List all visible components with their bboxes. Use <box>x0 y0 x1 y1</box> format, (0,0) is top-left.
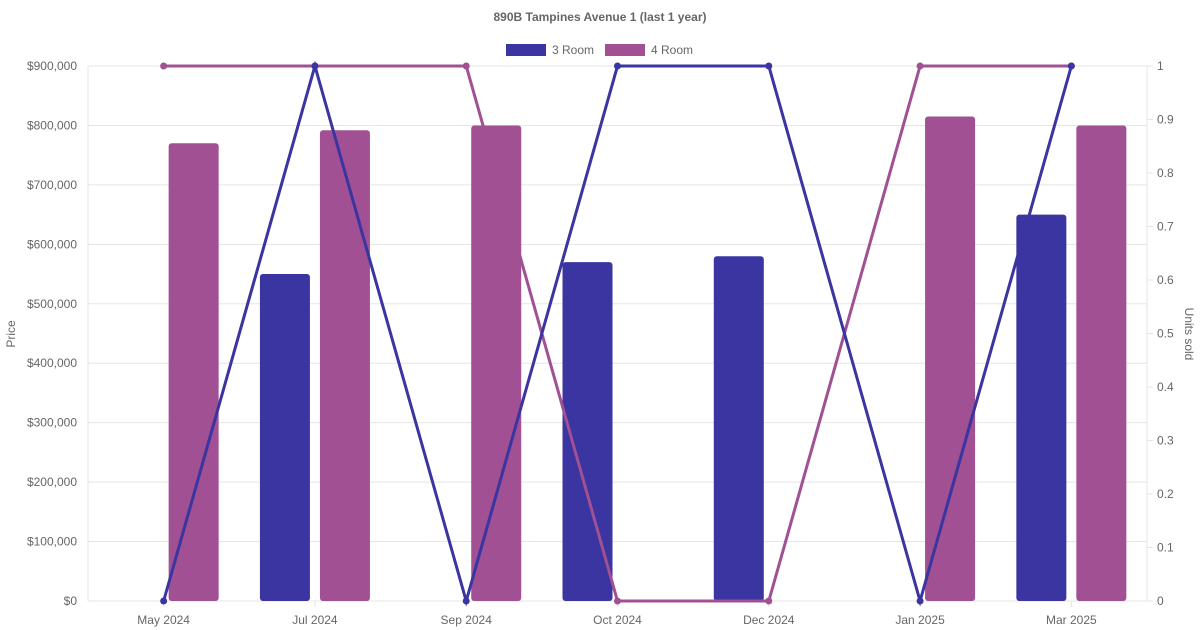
y2-tick-label: 0.7 <box>1157 220 1174 234</box>
legend-label: 4 Room <box>651 43 693 57</box>
y2-tick-label: 0.9 <box>1157 113 1174 127</box>
x-tick-label: Dec 2024 <box>743 613 795 627</box>
legend-swatch <box>605 44 645 56</box>
y2-tick-label: 0 <box>1157 594 1164 608</box>
bar-3-room <box>259 274 310 601</box>
y-tick-label: $700,000 <box>27 178 77 192</box>
y-tick-label: $100,000 <box>27 535 77 549</box>
bar-4-room <box>1076 125 1127 601</box>
bar-4-room <box>925 116 976 602</box>
bar-3-room <box>562 262 613 601</box>
x-tick-label: Jul 2024 <box>292 613 338 627</box>
y-tick-label: $500,000 <box>27 297 77 311</box>
point-3-room <box>765 62 773 70</box>
point-4-room <box>614 597 621 605</box>
point-4-room <box>160 62 168 70</box>
point-3-room <box>160 597 168 605</box>
y-tick-label: $0 <box>64 594 78 608</box>
bar-4-room <box>319 130 370 601</box>
y2-tick-label: 0.5 <box>1157 327 1174 341</box>
y-axis-label: Price <box>4 320 18 348</box>
y-tick-label: $900,000 <box>27 59 77 73</box>
point-4-room <box>462 62 470 70</box>
bar-3-room <box>713 256 764 601</box>
x-tick-label: May 2024 <box>137 613 190 627</box>
point-3-room <box>311 62 319 70</box>
legend-label: 3 Room <box>552 43 594 57</box>
bar-4-room <box>168 143 219 601</box>
point-3-room <box>1067 62 1075 70</box>
y-tick-label: $800,000 <box>27 118 77 132</box>
y-tick-label: $200,000 <box>27 475 77 489</box>
x-tick-label: Jan 2025 <box>895 613 945 627</box>
y2-tick-label: 0.1 <box>1157 541 1174 555</box>
axes: $0 $100,000 $200,000 $300,000 $400,000 $500,0… <box>27 59 1174 627</box>
y2-tick-label: 0.8 <box>1157 166 1174 180</box>
point-3-room <box>916 597 924 605</box>
point-3-room <box>462 597 470 605</box>
y-tick-label: $600,000 <box>27 237 77 251</box>
y2-tick-label: 0.3 <box>1157 434 1174 448</box>
y2-tick-label: 0.4 <box>1157 380 1174 394</box>
grid <box>87 65 1153 607</box>
y-tick-label: $400,000 <box>27 356 77 370</box>
y2-tick-label: 0.2 <box>1157 487 1174 501</box>
bar-3-room <box>1016 214 1067 601</box>
point-4-room <box>916 62 924 70</box>
legend: 3 Room 4 Room <box>506 43 693 57</box>
bar-4-room <box>471 125 522 601</box>
y2-tick-label: 0.6 <box>1157 273 1174 287</box>
x-tick-label: Mar 2025 <box>1046 613 1097 627</box>
y-tick-label: $300,000 <box>27 416 77 430</box>
y2-tick-label: 1 <box>1157 59 1164 73</box>
point-3-room <box>614 62 621 70</box>
x-tick-label: Sep 2024 <box>441 613 493 627</box>
chart-title: 890B Tampines Avenue 1 (last 1 year) <box>494 10 707 24</box>
y2-axis-label: Units sold <box>1182 308 1196 361</box>
point-4-room <box>765 597 773 605</box>
bars <box>168 116 1127 602</box>
x-tick-label: Oct 2024 <box>593 613 642 627</box>
lines <box>160 60 1075 607</box>
legend-swatch <box>506 44 546 56</box>
